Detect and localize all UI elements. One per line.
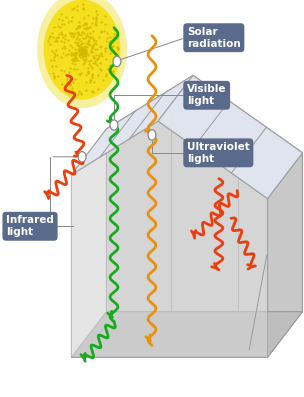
Polygon shape [71, 75, 193, 175]
Polygon shape [71, 312, 302, 357]
Polygon shape [268, 153, 302, 357]
Text: Visible
light: Visible light [187, 85, 226, 106]
Circle shape [113, 56, 121, 67]
Polygon shape [71, 121, 268, 357]
Text: Ultraviolet
light: Ultraviolet light [187, 142, 250, 164]
Polygon shape [106, 75, 302, 312]
Polygon shape [158, 75, 302, 198]
Text: Solar
radiation: Solar radiation [187, 27, 241, 48]
Circle shape [38, 0, 126, 108]
Circle shape [44, 0, 120, 99]
Circle shape [110, 120, 118, 130]
Circle shape [78, 152, 86, 162]
Circle shape [148, 130, 156, 140]
Polygon shape [71, 75, 193, 175]
Polygon shape [158, 75, 302, 198]
Text: Infrared
light: Infrared light [6, 216, 54, 237]
